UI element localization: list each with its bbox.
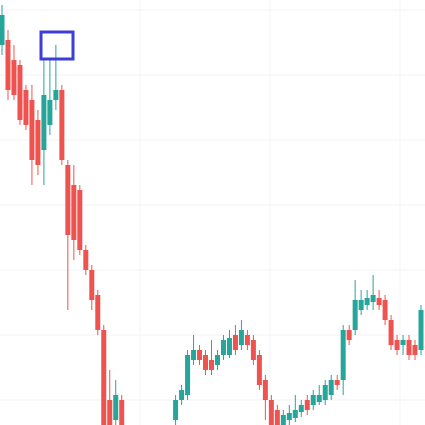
candle-body: [77, 190, 83, 250]
candle-body: [364, 298, 370, 305]
candle-body: [232, 335, 238, 350]
candle-body: [334, 380, 340, 385]
candle-body: [406, 340, 412, 355]
selection-box: [39, 30, 75, 61]
candle-body: [280, 415, 286, 425]
candle-body: [370, 295, 376, 302]
candle-body: [250, 340, 256, 360]
candle-body: [310, 395, 316, 405]
candle-body: [328, 380, 334, 395]
candle-body: [59, 90, 65, 160]
candle-body: [101, 330, 107, 425]
candle-body: [214, 355, 220, 365]
candle-body: [226, 338, 232, 355]
candle-body: [292, 410, 298, 418]
candle-body: [65, 165, 71, 235]
candle-body: [11, 60, 17, 95]
candle-body: [394, 340, 400, 350]
candle-body: [400, 340, 406, 345]
candle-body: [256, 355, 262, 385]
candle-body: [316, 395, 322, 402]
candle-body: [173, 400, 179, 420]
candle-body: [268, 400, 274, 425]
candle-body: [95, 295, 101, 330]
candle-body: [286, 413, 292, 420]
candle-body: [346, 330, 352, 340]
candle-body: [203, 355, 209, 370]
candle-body: [23, 90, 29, 125]
candle-body: [304, 400, 310, 410]
candle-body: [209, 360, 214, 370]
candle-body: [71, 185, 77, 240]
candle-body: [191, 350, 197, 360]
candle-body: [107, 400, 113, 425]
candle-body: [220, 340, 226, 355]
candle-body: [179, 390, 185, 400]
candle-body: [17, 65, 23, 120]
candle-body: [41, 95, 47, 150]
candle-body: [244, 335, 250, 345]
candle-body: [185, 355, 191, 395]
candle-body: [35, 120, 41, 165]
candles: [0, 5, 424, 425]
candle-body: [382, 300, 388, 320]
candle-body: [113, 395, 119, 420]
candle-body: [298, 405, 304, 412]
candle-body: [47, 100, 53, 125]
candle-body: [29, 100, 35, 160]
candle-body: [197, 350, 203, 360]
candle-body: [119, 400, 125, 425]
candle-body: [83, 250, 89, 270]
candle-body: [262, 380, 268, 400]
candle-body: [388, 320, 394, 345]
candle-body: [274, 410, 280, 425]
candle-body: [89, 270, 95, 300]
candle-body: [376, 298, 382, 305]
candle-body: [322, 385, 328, 400]
candle-body: [352, 300, 358, 330]
candle-body: [358, 300, 364, 310]
candle-body: [53, 90, 59, 100]
candle-body: [340, 330, 346, 380]
candle-body: [5, 40, 11, 90]
candle-body: [418, 310, 424, 350]
candle-body: [412, 345, 418, 355]
candle-body: [238, 330, 244, 345]
candle-body: [0, 15, 5, 45]
